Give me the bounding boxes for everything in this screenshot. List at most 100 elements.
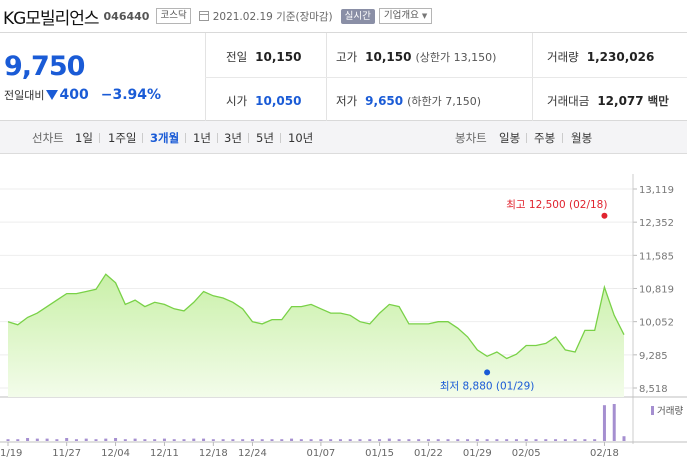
- volume-bar: [505, 439, 509, 441]
- volume-bar: [593, 439, 597, 441]
- period-3m-tab[interactable]: 3개월: [150, 131, 180, 145]
- volume-bar: [485, 439, 489, 441]
- volume-value: 1,230,026: [586, 50, 655, 64]
- down-triangle-icon: [46, 90, 59, 100]
- prev-close: 전일 10,150: [226, 49, 301, 65]
- volume-bar: [211, 439, 215, 441]
- volume-bar: [495, 439, 499, 441]
- x-tick-label: 11/27: [52, 448, 81, 459]
- volume-bar: [417, 439, 421, 441]
- price-chart-svg: 13,119 12,352 11,585 10,819 10,052 9,285 8,518…: [0, 174, 687, 459]
- max-marker: [601, 212, 608, 219]
- volume-bar: [65, 438, 69, 441]
- volume-bar: [534, 439, 538, 441]
- x-tick-label: 01/15: [365, 448, 394, 459]
- realtime-button[interactable]: 실시간: [340, 8, 375, 24]
- volume-bar: [299, 439, 303, 441]
- volume-bar: [622, 436, 626, 441]
- volume-bar: [35, 438, 39, 441]
- change-label: 전일대비: [4, 89, 45, 102]
- period-3y-tab[interactable]: 3년: [224, 131, 242, 145]
- x-tick-label: 01/07: [306, 448, 335, 459]
- divider: [185, 133, 186, 143]
- volume-bar: [231, 439, 235, 441]
- change-percent: −3.94%: [100, 87, 162, 103]
- min-marker: [484, 369, 491, 376]
- volume: 거래량 1,230,026: [547, 49, 654, 65]
- chart-toolbar: 선차트 1일 1주일 3개월 1년 3년 5년 10년 봉차트 일봉 주봉 월봉: [0, 121, 687, 154]
- change-value: 400: [59, 87, 89, 103]
- period-1y-tab[interactable]: 1년: [193, 131, 211, 145]
- volume-bar: [319, 439, 323, 441]
- divider: [99, 133, 100, 143]
- market-badge: 코스닥: [156, 8, 191, 24]
- period-1d-tab[interactable]: 1일: [75, 131, 93, 145]
- x-tick-label: 01/22: [414, 448, 443, 459]
- volume-bar: [202, 438, 206, 441]
- volume-label: 거래량: [547, 50, 579, 64]
- company-info-button[interactable]: 기업개요 ▼: [378, 8, 433, 24]
- stock-code: 046440: [103, 9, 150, 23]
- volume-bar: [104, 438, 108, 441]
- current-price: 9,750: [4, 51, 85, 82]
- low-label: 저가: [336, 94, 358, 108]
- volume-bar: [436, 439, 440, 441]
- divider: [526, 133, 527, 143]
- volume-bar: [192, 438, 196, 441]
- period-1w-tab[interactable]: 1주일: [108, 131, 137, 145]
- volume-bar: [426, 439, 430, 441]
- x-tick-label: 02/05: [512, 448, 541, 459]
- volume-bar: [407, 439, 411, 441]
- volume-bar: [16, 439, 20, 441]
- prev-close-label: 전일: [226, 50, 248, 64]
- volume-bar: [338, 439, 342, 441]
- volume-bar: [514, 439, 518, 441]
- y-tick-label: 12,352: [639, 218, 674, 229]
- y-tick-label: 8,518: [639, 384, 668, 395]
- volume-bar: [554, 439, 558, 441]
- upper-limit: (상한가 13,150): [415, 51, 497, 64]
- volume-bar: [290, 438, 294, 441]
- x-tick-label: 11/19: [0, 448, 22, 459]
- divider: [205, 77, 687, 78]
- volume-bar: [94, 439, 98, 441]
- divider: [217, 133, 218, 143]
- open-label: 시가: [226, 94, 248, 108]
- period-10y-tab[interactable]: 10년: [288, 131, 314, 145]
- trade-amount: 거래대금 12,077 백만: [547, 93, 669, 109]
- y-tick-label: 11,585: [639, 251, 674, 262]
- volume-bar: [153, 439, 157, 441]
- x-tick-label: 12/24: [238, 448, 267, 459]
- high-value: 10,150: [365, 50, 412, 64]
- price-summary: 9,750 전일대비 400 −3.94% 전일 10,150 고가 10,15…: [0, 33, 687, 121]
- high-price: 고가 10,150 (상한가 13,150): [336, 49, 496, 65]
- divider: [280, 133, 281, 143]
- candle-daily-tab[interactable]: 일봉: [499, 131, 521, 145]
- candle-weekly-tab[interactable]: 주봉: [534, 131, 556, 145]
- min-label: 최저 8,880 (01/29): [440, 380, 535, 392]
- open-value: 10,050: [255, 94, 302, 108]
- high-label: 고가: [336, 50, 358, 64]
- stock-name: KG모빌리언스: [3, 8, 100, 29]
- chevron-down-icon: ▼: [421, 12, 428, 20]
- volume-bar: [162, 438, 166, 441]
- volume-bar: [387, 438, 391, 441]
- volume-bar: [602, 405, 606, 441]
- volume-bar: [55, 439, 59, 441]
- open-price: 시가 10,050: [226, 93, 301, 109]
- volume-bar: [26, 438, 30, 441]
- line-chart-label: 선차트: [32, 131, 64, 145]
- low-price: 저가 9,650 (하한가 7,150): [336, 93, 481, 109]
- volume-bar: [563, 439, 567, 441]
- volume-bar: [466, 439, 470, 441]
- x-tick-label: 02/18: [590, 448, 619, 459]
- lower-limit: (하한가 7,150): [407, 95, 482, 108]
- volume-bar: [143, 439, 147, 441]
- volume-bar: [84, 438, 88, 441]
- volume-bar: [475, 439, 479, 441]
- candle-monthly-tab[interactable]: 월봉: [571, 131, 593, 145]
- volume-bar: [182, 439, 186, 441]
- period-5y-tab[interactable]: 5년: [256, 131, 274, 145]
- low-value: 9,650: [365, 94, 404, 108]
- volume-bar: [446, 439, 450, 441]
